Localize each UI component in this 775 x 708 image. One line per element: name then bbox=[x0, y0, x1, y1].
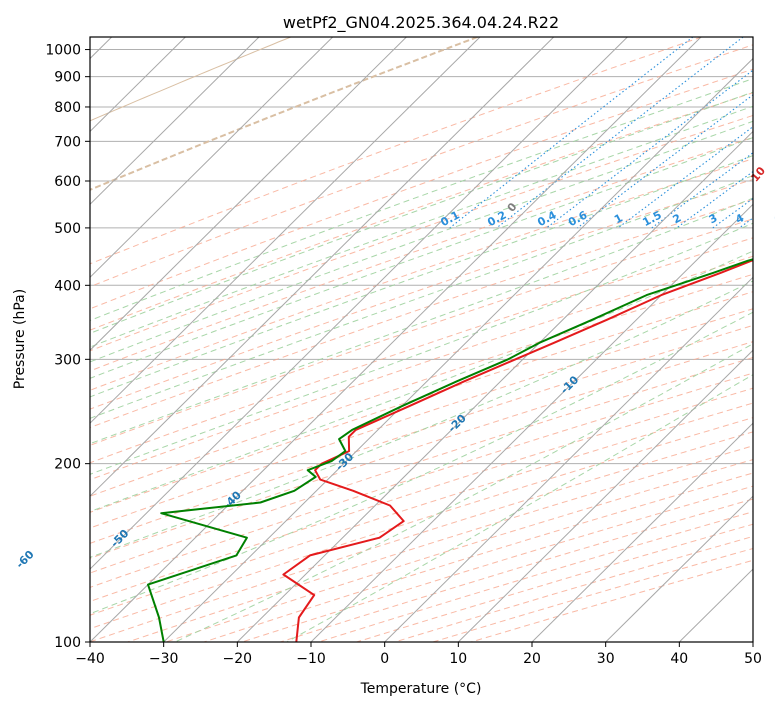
isotherm bbox=[90, 37, 260, 206]
isotherm bbox=[531, 422, 753, 642]
isotherm bbox=[90, 37, 481, 424]
dry-adiabat-solid bbox=[90, 37, 291, 122]
x-tick-label: 30 bbox=[597, 651, 615, 667]
y-axis-label: Pressure (hPa) bbox=[12, 289, 28, 389]
isotherm bbox=[605, 495, 753, 642]
y-tick-label: 600 bbox=[54, 174, 81, 190]
dry-adiabat bbox=[90, 37, 702, 265]
isotherm bbox=[310, 203, 753, 642]
moist-adiabat bbox=[90, 175, 753, 419]
dry-adiabat bbox=[90, 341, 753, 559]
plot-area-background bbox=[90, 37, 753, 642]
x-axis-ticks: −40 −30 −20 −10 0 10 20 30 40 50 bbox=[75, 642, 762, 667]
dry-adiabat bbox=[90, 372, 753, 588]
moist-adiabat bbox=[90, 105, 753, 348]
x-axis-label: Temperature (°C) bbox=[360, 681, 482, 697]
moist-adiabat bbox=[90, 280, 753, 558]
isotherm bbox=[90, 37, 555, 497]
dry-adiabat bbox=[90, 237, 753, 464]
isotherm bbox=[90, 37, 334, 279]
isotherm bbox=[90, 37, 407, 351]
x-tick-label: 20 bbox=[523, 651, 541, 667]
isotherm bbox=[384, 276, 753, 642]
mixing-ratio-line bbox=[546, 69, 753, 229]
isotherm bbox=[457, 349, 753, 642]
dewpoint-trace bbox=[147, 258, 753, 642]
moist-adiabat bbox=[90, 250, 753, 513]
moist-adiabat bbox=[90, 197, 753, 445]
dry-adiabat bbox=[90, 158, 753, 391]
isotherm bbox=[236, 130, 753, 642]
x-tick-label: 50 bbox=[744, 651, 762, 667]
y-tick-label: 800 bbox=[54, 100, 81, 116]
x-tick-label: −40 bbox=[75, 651, 105, 667]
y-tick-label: 200 bbox=[54, 457, 81, 473]
isotherm bbox=[90, 37, 702, 642]
isotherm bbox=[163, 57, 753, 642]
mixing-ratio-label: 6 bbox=[772, 211, 775, 226]
temperature-trace bbox=[282, 259, 753, 642]
dry-adiabat bbox=[90, 68, 753, 310]
moist-adiabats bbox=[90, 78, 753, 642]
y-tick-label: 300 bbox=[54, 352, 81, 368]
x-tick-label: 40 bbox=[670, 651, 688, 667]
x-tick-label: 0 bbox=[380, 651, 389, 667]
moist-adiabat bbox=[286, 374, 753, 642]
y-axis-ticks: 100 200 300 400 500 600 700 800 900 1000 bbox=[45, 43, 90, 651]
x-tick-label: −20 bbox=[223, 651, 253, 667]
plot-frame bbox=[89, 36, 754, 643]
mixing-ratio-line bbox=[577, 94, 753, 229]
x-tick-label: 10 bbox=[449, 651, 467, 667]
chart-title: wetPf2_GN04.2025.364.04.24.R22 bbox=[283, 13, 559, 33]
moist-adiabat bbox=[90, 137, 753, 379]
y-tick-label: 100 bbox=[54, 635, 81, 651]
y-tick-label: 500 bbox=[54, 221, 81, 237]
x-tick-label: −30 bbox=[149, 651, 179, 667]
isotherms bbox=[90, 37, 753, 642]
dry-adiabat bbox=[90, 324, 753, 544]
dry-adiabat bbox=[90, 136, 753, 372]
y-tick-label: 400 bbox=[54, 278, 81, 294]
dry-adiabat-bold bbox=[90, 37, 478, 191]
y-tick-label: 900 bbox=[54, 70, 81, 86]
moist-adiabat bbox=[90, 155, 753, 398]
dry-adiabat bbox=[90, 198, 753, 429]
moist-adiabat bbox=[174, 343, 753, 642]
dry-adiabat bbox=[90, 44, 753, 288]
x-tick-label: −10 bbox=[296, 651, 326, 667]
sounding-traces bbox=[147, 258, 753, 642]
y-tick-label: 700 bbox=[54, 134, 81, 150]
mixing-ratio-line bbox=[651, 151, 753, 229]
moist-adiabat bbox=[90, 120, 753, 363]
moist-adiabat bbox=[90, 78, 753, 322]
y-tick-label: 1000 bbox=[45, 43, 81, 59]
isotherm bbox=[90, 37, 628, 570]
moist-adiabat bbox=[90, 91, 753, 334]
moist-adiabat bbox=[90, 222, 753, 475]
dry-adiabat bbox=[90, 178, 753, 410]
